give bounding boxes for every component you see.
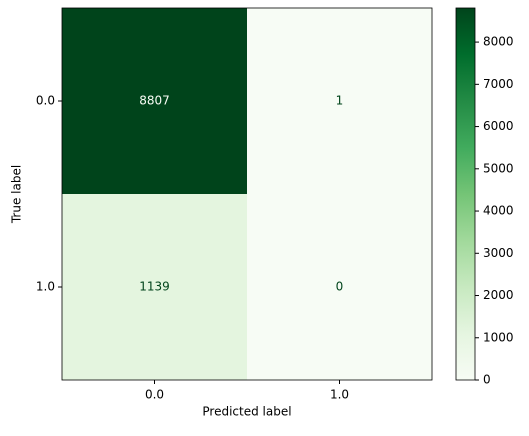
colorbar-tick-label: 4000 — [483, 204, 514, 218]
y-axis-label: True label — [10, 165, 24, 224]
colorbar-tick-label: 5000 — [483, 161, 514, 175]
colorbar-tick-label: 2000 — [483, 288, 514, 302]
plot-frame — [61, 7, 433, 381]
cell-label: 8807 — [139, 94, 170, 108]
cell-label: 1 — [336, 94, 344, 108]
x-tick-label: 1.0 — [330, 388, 349, 402]
colorbar-tick-label: 7000 — [483, 77, 514, 91]
colorbar-tick-label: 8000 — [483, 35, 514, 49]
colorbar-tick-label: 6000 — [483, 119, 514, 133]
x-tick-label: 0.0 — [145, 388, 164, 402]
colorbar — [455, 7, 476, 381]
colorbar-tick-label: 3000 — [483, 246, 514, 260]
x-axis-label: Predicted label — [202, 405, 291, 419]
colorbar-tick-label: 1000 — [483, 330, 514, 344]
cell-label: 1139 — [139, 280, 170, 294]
heatmap-cell — [62, 8, 247, 194]
heatmap-cell — [247, 194, 432, 380]
y-tick-label: 1.0 — [36, 280, 55, 294]
heatmap-cell — [247, 8, 432, 194]
heatmap-cell — [62, 194, 247, 380]
colorbar-tick-label: 0 — [483, 373, 491, 387]
y-tick-label: 0.0 — [36, 94, 55, 108]
cell-label: 0 — [336, 280, 344, 294]
